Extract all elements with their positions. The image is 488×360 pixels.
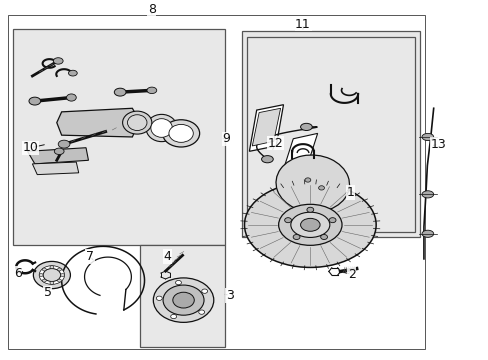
- Ellipse shape: [43, 269, 61, 282]
- Ellipse shape: [300, 123, 312, 131]
- Text: 11: 11: [295, 18, 310, 31]
- Ellipse shape: [168, 125, 193, 142]
- Circle shape: [156, 296, 162, 300]
- Circle shape: [58, 279, 61, 282]
- Bar: [13, 30, 224, 244]
- Circle shape: [328, 218, 335, 223]
- Circle shape: [50, 266, 54, 269]
- Ellipse shape: [146, 114, 177, 141]
- Bar: [246, 37, 414, 232]
- Circle shape: [202, 289, 207, 293]
- Circle shape: [50, 282, 54, 284]
- Circle shape: [39, 274, 43, 276]
- Text: 10: 10: [23, 141, 39, 154]
- Ellipse shape: [163, 285, 203, 315]
- Ellipse shape: [162, 120, 199, 147]
- Circle shape: [318, 186, 324, 190]
- Polygon shape: [32, 162, 79, 175]
- Ellipse shape: [261, 156, 273, 163]
- Circle shape: [42, 268, 46, 271]
- Circle shape: [305, 178, 310, 182]
- Circle shape: [58, 268, 61, 271]
- Circle shape: [175, 280, 181, 285]
- Text: 9: 9: [222, 132, 230, 145]
- Circle shape: [293, 234, 299, 239]
- Bar: [242, 31, 419, 237]
- Ellipse shape: [421, 230, 433, 237]
- Circle shape: [61, 274, 64, 276]
- Text: 2: 2: [347, 268, 355, 281]
- Ellipse shape: [68, 70, 77, 76]
- Circle shape: [170, 314, 176, 319]
- Ellipse shape: [122, 111, 152, 134]
- Ellipse shape: [151, 119, 172, 137]
- Ellipse shape: [147, 87, 157, 94]
- Text: 4: 4: [163, 250, 171, 263]
- Circle shape: [284, 218, 291, 223]
- Ellipse shape: [58, 140, 70, 148]
- Bar: [8, 15, 424, 348]
- Polygon shape: [57, 108, 140, 137]
- Ellipse shape: [66, 94, 76, 101]
- Ellipse shape: [421, 134, 433, 140]
- Text: 6: 6: [14, 267, 21, 280]
- Polygon shape: [252, 108, 280, 146]
- Ellipse shape: [244, 182, 375, 267]
- Ellipse shape: [300, 219, 320, 231]
- Text: 5: 5: [43, 287, 51, 300]
- Text: 12: 12: [267, 136, 283, 149]
- Ellipse shape: [54, 148, 64, 154]
- Ellipse shape: [39, 266, 64, 284]
- Ellipse shape: [127, 115, 147, 131]
- Polygon shape: [249, 105, 283, 151]
- Ellipse shape: [29, 97, 41, 105]
- Ellipse shape: [278, 204, 341, 245]
- Ellipse shape: [290, 212, 329, 238]
- Ellipse shape: [114, 88, 126, 96]
- Bar: [140, 244, 224, 347]
- Circle shape: [306, 207, 313, 212]
- Ellipse shape: [153, 278, 213, 322]
- Ellipse shape: [275, 155, 349, 212]
- Text: 8: 8: [147, 3, 156, 16]
- Text: 13: 13: [430, 138, 446, 150]
- Circle shape: [198, 310, 204, 314]
- Text: 3: 3: [225, 289, 233, 302]
- Polygon shape: [27, 148, 88, 164]
- Polygon shape: [283, 134, 317, 169]
- Ellipse shape: [33, 261, 70, 289]
- Ellipse shape: [53, 58, 63, 64]
- Ellipse shape: [172, 292, 194, 308]
- Circle shape: [42, 279, 46, 282]
- Text: 7: 7: [86, 250, 94, 263]
- Ellipse shape: [421, 191, 433, 198]
- Text: 1: 1: [346, 186, 354, 199]
- Circle shape: [320, 234, 327, 239]
